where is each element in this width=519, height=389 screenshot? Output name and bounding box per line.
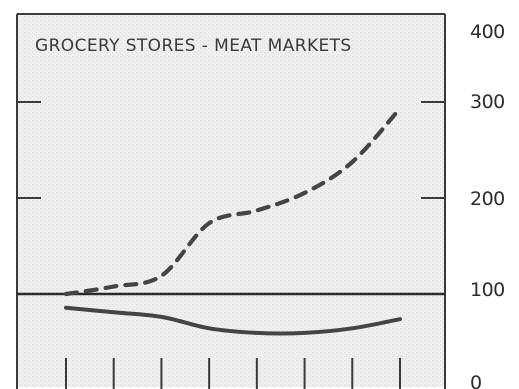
y-tick-label-300: 300 xyxy=(470,91,505,113)
chart-title: GROCERY STORES - MEAT MARKETS xyxy=(35,36,352,56)
x-ticks xyxy=(65,358,401,389)
y-tick-label-100: 100 xyxy=(470,279,505,301)
y-ticks-left xyxy=(17,101,41,199)
series-layer xyxy=(63,106,403,336)
y-ticks-right xyxy=(421,101,445,199)
y-tick-label-400: 400 xyxy=(470,21,505,43)
y-tick-labels: 400 300 200 100 0 xyxy=(470,21,505,389)
y-tick-label-0: 0 xyxy=(470,372,482,389)
series-line-solid xyxy=(64,305,402,336)
y-tick-label-200: 200 xyxy=(470,188,505,210)
series-line-dashed xyxy=(63,106,403,297)
